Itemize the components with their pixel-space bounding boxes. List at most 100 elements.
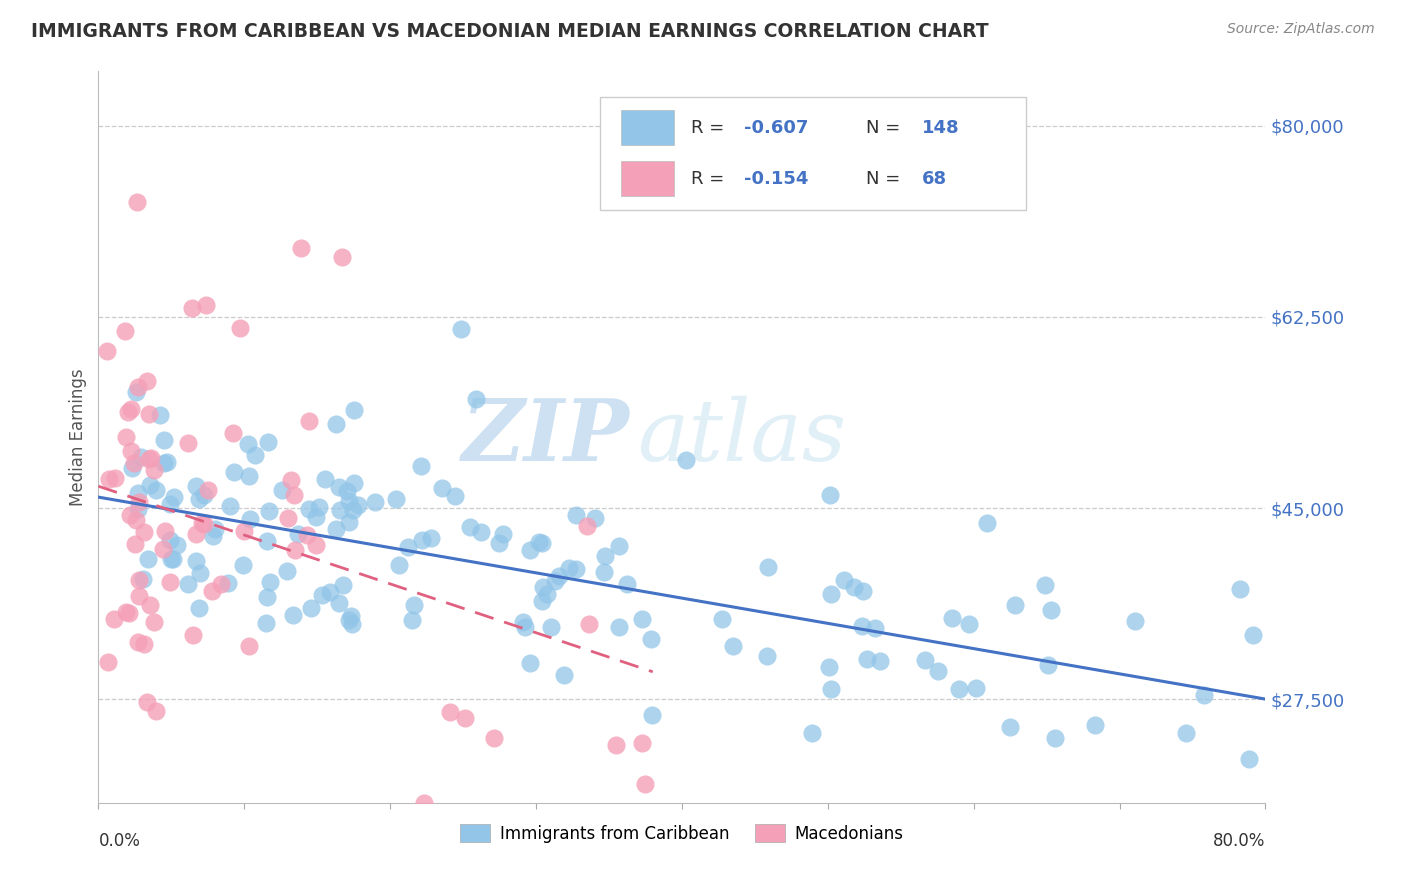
Point bbox=[204, 522, 226, 536]
Point bbox=[229, 320, 252, 334]
Point bbox=[531, 581, 554, 595]
Point bbox=[98, 472, 121, 486]
Point bbox=[159, 533, 181, 547]
Point bbox=[544, 574, 567, 588]
Point bbox=[305, 510, 328, 524]
FancyBboxPatch shape bbox=[621, 110, 673, 145]
Point bbox=[118, 508, 141, 523]
Point bbox=[347, 498, 370, 512]
Point bbox=[139, 478, 162, 492]
Point bbox=[128, 589, 150, 603]
Point bbox=[576, 519, 599, 533]
Point bbox=[965, 681, 987, 695]
Point bbox=[540, 620, 562, 634]
Point bbox=[439, 705, 461, 719]
Point bbox=[184, 527, 207, 541]
Point bbox=[314, 472, 336, 486]
Point bbox=[1083, 718, 1105, 732]
Point bbox=[863, 621, 886, 635]
Point bbox=[188, 566, 211, 581]
Point bbox=[593, 565, 616, 579]
Point bbox=[103, 471, 125, 485]
Point bbox=[330, 250, 353, 264]
Point bbox=[236, 437, 259, 451]
Point bbox=[259, 504, 281, 518]
Point bbox=[127, 501, 149, 516]
Point bbox=[311, 588, 333, 602]
Point bbox=[607, 620, 630, 634]
Point bbox=[976, 516, 998, 531]
Point bbox=[1040, 603, 1063, 617]
Point bbox=[308, 500, 330, 514]
Point bbox=[558, 561, 581, 575]
Point bbox=[842, 580, 865, 594]
Point bbox=[281, 607, 304, 622]
Point bbox=[209, 577, 232, 591]
Point bbox=[163, 490, 186, 504]
Point bbox=[297, 501, 319, 516]
Point bbox=[222, 426, 245, 441]
Point bbox=[565, 561, 588, 575]
Point bbox=[492, 526, 515, 541]
Point bbox=[340, 608, 363, 623]
Point bbox=[756, 560, 779, 574]
Point bbox=[1174, 726, 1197, 740]
FancyBboxPatch shape bbox=[600, 97, 1026, 211]
Point bbox=[124, 384, 146, 399]
Point bbox=[124, 512, 146, 526]
Point bbox=[343, 476, 366, 491]
Text: R =: R = bbox=[692, 119, 730, 136]
Text: IMMIGRANTS FROM CARIBBEAN VS MACEDONIAN MEDIAN EARNINGS CORRELATION CHART: IMMIGRANTS FROM CARIBBEAN VS MACEDONIAN … bbox=[31, 22, 988, 41]
Point bbox=[232, 558, 254, 572]
Point bbox=[634, 777, 657, 791]
Point bbox=[957, 616, 980, 631]
Point bbox=[818, 660, 841, 674]
Point bbox=[124, 537, 146, 551]
Point bbox=[536, 587, 558, 601]
Point bbox=[114, 430, 136, 444]
Point bbox=[145, 483, 167, 497]
Point bbox=[593, 549, 616, 563]
Point bbox=[851, 619, 873, 633]
Point bbox=[820, 488, 842, 502]
Point bbox=[120, 444, 142, 458]
Point bbox=[401, 613, 423, 627]
Point bbox=[127, 380, 149, 394]
Text: Source: ZipAtlas.com: Source: ZipAtlas.com bbox=[1227, 22, 1375, 37]
Point bbox=[138, 407, 160, 421]
Point bbox=[631, 736, 654, 750]
Point bbox=[193, 488, 215, 502]
Point bbox=[142, 615, 165, 629]
Point bbox=[616, 576, 638, 591]
Point bbox=[298, 414, 321, 428]
Point bbox=[132, 524, 155, 539]
Point bbox=[195, 298, 218, 312]
Point bbox=[256, 534, 278, 549]
Point bbox=[139, 450, 162, 465]
Point bbox=[721, 639, 744, 653]
Point bbox=[256, 590, 278, 604]
Point bbox=[342, 503, 364, 517]
Text: N =: N = bbox=[866, 119, 907, 136]
Text: 148: 148 bbox=[922, 119, 960, 136]
Point bbox=[340, 616, 363, 631]
Point bbox=[458, 520, 481, 534]
Point bbox=[519, 656, 541, 670]
Point bbox=[325, 522, 347, 536]
Point bbox=[396, 540, 419, 554]
Point bbox=[1229, 582, 1251, 596]
Point bbox=[336, 483, 359, 498]
Point bbox=[181, 628, 204, 642]
Point bbox=[128, 494, 150, 508]
Point bbox=[138, 452, 160, 467]
Point bbox=[1237, 752, 1260, 766]
Point bbox=[276, 564, 298, 578]
Point bbox=[1036, 658, 1059, 673]
Point bbox=[121, 460, 143, 475]
Text: atlas: atlas bbox=[637, 396, 846, 478]
Point bbox=[155, 524, 177, 539]
Point bbox=[184, 554, 207, 568]
Text: -0.154: -0.154 bbox=[744, 169, 808, 188]
Legend: Immigrants from Caribbean, Macedonians: Immigrants from Caribbean, Macedonians bbox=[454, 818, 910, 849]
Point bbox=[578, 617, 600, 632]
